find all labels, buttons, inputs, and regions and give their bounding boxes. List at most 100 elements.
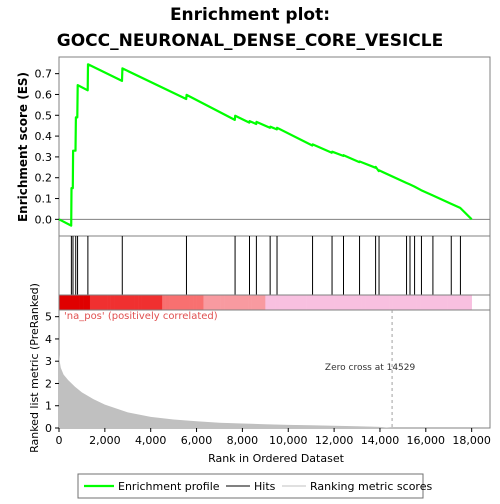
heatmap-cell — [344, 295, 349, 310]
es-y-tick-label: 0.5 — [35, 109, 53, 122]
heatmap-cell — [426, 295, 431, 310]
es-y-tick-label: 0.6 — [35, 88, 53, 101]
heatmap-cell — [420, 295, 424, 310]
heatmap-cell — [107, 295, 111, 310]
es-y-tick-label: 0.0 — [35, 213, 53, 226]
heatmap-cell — [124, 295, 129, 310]
heatmap-cell — [316, 295, 321, 310]
heatmap-cell — [110, 295, 115, 310]
heatmap-cell — [261, 295, 266, 310]
heatmap-cell — [224, 295, 228, 310]
heatmap-cell — [141, 295, 146, 310]
heatmap-cell — [148, 295, 153, 310]
heatmap-cell — [169, 295, 173, 310]
heatmap-cell — [96, 295, 101, 310]
metric-y-tick-label: 4 — [45, 333, 52, 346]
heatmap-cell — [392, 295, 397, 310]
heatmap-cell — [303, 295, 307, 310]
heatmap-cell — [89, 295, 94, 310]
heatmap-cell — [457, 295, 462, 310]
heatmap-cell — [396, 295, 400, 310]
heatmap-cell — [72, 295, 77, 310]
heatmap-cell — [451, 295, 455, 310]
heatmap-cell — [83, 295, 87, 310]
es-profile-line — [58, 63, 473, 227]
heatmap-cell — [182, 295, 187, 310]
heatmap-cell — [433, 295, 438, 310]
metric-y-tick-label: 3 — [45, 355, 52, 368]
heatmap-cell — [416, 295, 421, 310]
metric-x-tick-label: 18,000 — [452, 434, 491, 447]
hit-lines — [70, 236, 461, 295]
heatmap-cell — [155, 295, 160, 310]
heatmap-cell — [158, 295, 163, 310]
legend-frame — [77, 473, 424, 499]
heatmap-cell — [76, 295, 80, 310]
heatmap-cell — [378, 295, 383, 310]
heatmap-cell — [255, 295, 259, 310]
es-y-tick-label: 0.2 — [35, 172, 53, 185]
heatmap-cell — [103, 295, 108, 310]
heatmap-cell — [365, 295, 369, 310]
es-y-tick-label: 0.3 — [35, 151, 53, 164]
heatmap-cell — [79, 295, 84, 310]
heatmap-cell — [409, 295, 414, 310]
positive-correlation-label: 'na_pos' (positively correlated) — [64, 311, 218, 322]
legend-metric-label: Ranking metric scores — [310, 480, 432, 493]
heatmap-cell — [86, 295, 91, 310]
heatmap-cell — [241, 295, 245, 310]
metric-x-tick-label: 8,000 — [227, 434, 259, 447]
heatmap-cell — [454, 295, 459, 310]
heatmap-cell — [282, 295, 287, 310]
ranked-heatmap-strip — [58, 294, 491, 311]
heatmap-cell — [313, 295, 318, 310]
hits-panel — [58, 235, 491, 296]
heatmap-cell — [347, 295, 352, 310]
heatmap-cell — [230, 295, 235, 310]
es-y-ticks: 0.0 0.1 0.2 0.3 0.4 0.5 0.6 0.7 — [35, 68, 59, 226]
legend-profile-label: Enrichment profile — [118, 480, 220, 493]
metric-x-tick-label: 10,000 — [269, 434, 308, 447]
metric-panel-frame — [58, 309, 491, 429]
heatmap-cell — [279, 295, 283, 310]
es-y-axis-label: Enrichment score (ES) — [16, 72, 30, 222]
heatmap-cell — [258, 295, 263, 310]
heatmap-cell — [354, 295, 359, 310]
heatmap-cell — [310, 295, 314, 310]
heatmap-cell — [189, 295, 194, 310]
heatmap-cell — [237, 295, 242, 310]
heatmap-cell — [296, 295, 301, 310]
legend-hits-label: Hits — [254, 480, 276, 493]
metric-x-tick-label: 6,000 — [181, 434, 213, 447]
heatmap-cell — [199, 295, 204, 310]
heatmap-cell — [351, 295, 356, 310]
heatmap-cell — [334, 295, 338, 310]
heatmap-cell — [217, 295, 221, 310]
heatmap-cell — [193, 295, 197, 310]
heatmap-cell — [358, 295, 362, 310]
heatmap-cell — [131, 295, 135, 310]
heatmap-cell — [292, 295, 297, 310]
es-panel-frame — [58, 56, 491, 237]
heatmap-cell — [413, 295, 417, 310]
heatmap-cell — [251, 295, 256, 310]
heatmap-cell — [265, 295, 270, 310]
heatmap-cell — [213, 295, 218, 310]
heatmap-cell — [234, 295, 239, 310]
heatmap-cell — [65, 295, 70, 310]
heatmap-cell — [144, 295, 149, 310]
es-y-tick-label: 0.4 — [35, 130, 53, 143]
heatmap-cell — [285, 295, 290, 310]
heatmap-cell — [117, 295, 122, 310]
heatmap-cell — [206, 295, 211, 310]
heatmap-cell — [461, 295, 466, 310]
heatmap-cell — [406, 295, 411, 310]
heatmap-cell — [196, 295, 201, 310]
heatmap-cell — [464, 295, 469, 310]
metric-x-tick-label: 2,000 — [89, 434, 121, 447]
legend: Enrichment profile Hits Ranking metric s… — [77, 473, 432, 499]
metric-y-tick-label: 1 — [45, 400, 52, 413]
heatmap-cell — [320, 295, 325, 310]
es-y-tick-label: 0.1 — [35, 193, 53, 206]
metric-x-tick-label: 0 — [56, 434, 63, 447]
